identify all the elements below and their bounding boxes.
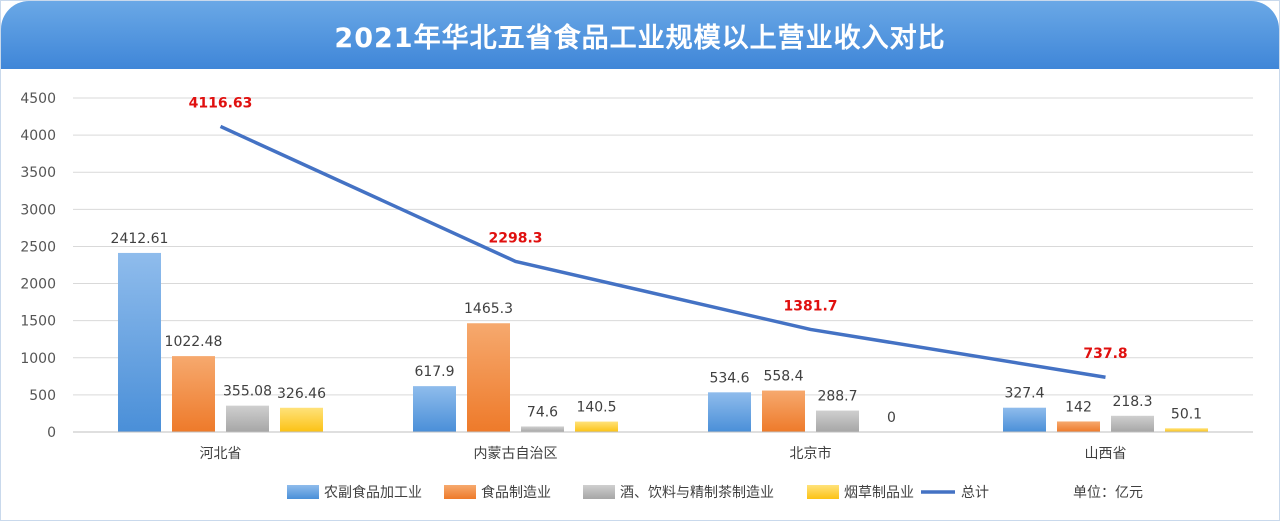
data-label: 617.9 bbox=[414, 364, 454, 380]
bar-4-1 bbox=[280, 407, 323, 432]
total-label: 1381.7 bbox=[783, 298, 837, 314]
bar-1-2 bbox=[413, 386, 456, 432]
y-tick-label: 500 bbox=[29, 388, 56, 404]
bar-4-4 bbox=[1165, 428, 1208, 432]
legend-swatch bbox=[807, 485, 839, 499]
y-tick-label: 1500 bbox=[20, 314, 56, 330]
data-label: 288.7 bbox=[817, 389, 857, 405]
y-axis: 0 500 1000 1500 2000 2500 3000 3500 4000 4500 bbox=[20, 91, 56, 441]
bar-2-1 bbox=[172, 356, 215, 432]
data-label: 140.5 bbox=[576, 400, 616, 416]
legend-label: 农副食品加工业 bbox=[324, 484, 422, 501]
y-tick-label: 4000 bbox=[20, 128, 56, 144]
data-label: 0 bbox=[887, 410, 896, 426]
data-label: 355.08 bbox=[223, 384, 272, 400]
title-bar: 2021年华北五省食品工业规模以上营业收入对比 bbox=[1, 1, 1279, 69]
data-label: 326.46 bbox=[277, 386, 326, 402]
legend: 农副食品加工业 食品制造业 酒、饮料与精制茶制造业 烟草制品业 总计 单位：亿元 bbox=[287, 484, 1143, 501]
grid-lines bbox=[73, 97, 1253, 433]
category-label: 内蒙古自治区 bbox=[474, 446, 558, 462]
legend-swatch bbox=[287, 485, 319, 499]
y-tick-label: 3500 bbox=[20, 165, 56, 181]
data-label: 1022.48 bbox=[165, 334, 223, 350]
y-tick-label: 4500 bbox=[20, 91, 56, 107]
total-line: 4116.63 2298.3 1381.7 737.8 bbox=[189, 95, 1128, 379]
y-tick-label: 2500 bbox=[20, 239, 56, 255]
data-label: 1465.3 bbox=[464, 301, 513, 317]
y-tick-label: 1000 bbox=[20, 351, 56, 367]
bar-2-2 bbox=[467, 323, 510, 432]
y-tick-label: 2000 bbox=[20, 277, 56, 293]
y-tick-label: 0 bbox=[47, 425, 56, 441]
legend-label: 酒、饮料与精制茶制造业 bbox=[620, 485, 774, 501]
legend-label: 食品制造业 bbox=[481, 484, 551, 501]
total-label: 2298.3 bbox=[488, 230, 542, 246]
legend-label: 总计 bbox=[961, 485, 989, 501]
category-label: 河北省 bbox=[200, 446, 242, 462]
bar-1-3 bbox=[708, 392, 751, 432]
bar-1-1 bbox=[118, 252, 161, 432]
chart-title: 2021年华北五省食品工业规模以上营业收入对比 bbox=[334, 22, 946, 54]
bar-2-3 bbox=[762, 390, 805, 432]
total-label: 737.8 bbox=[1083, 346, 1127, 362]
data-label: 50.1 bbox=[1171, 406, 1202, 422]
x-axis: 河北省 内蒙古自治区 北京市 山西省 bbox=[73, 431, 1253, 462]
category-label: 北京市 bbox=[790, 445, 832, 462]
data-label: 558.4 bbox=[763, 369, 803, 385]
bar-3-3 bbox=[816, 410, 859, 432]
total-line-path bbox=[219, 124, 1106, 379]
data-label: 218.3 bbox=[1112, 394, 1152, 410]
data-label: 142 bbox=[1065, 399, 1092, 415]
bar-1-4 bbox=[1003, 407, 1046, 432]
bar-3-2 bbox=[521, 426, 564, 432]
legend-swatch bbox=[583, 485, 615, 499]
data-label: 327.4 bbox=[1004, 386, 1044, 402]
unit-note: 单位：亿元 bbox=[1073, 485, 1143, 501]
legend-swatch bbox=[444, 485, 476, 499]
bar-4-2 bbox=[575, 421, 618, 432]
bar-3-4 bbox=[1111, 415, 1154, 432]
category-label: 山西省 bbox=[1085, 446, 1127, 462]
bars: 2412.61 617.9 534.6 327.4 1022.48 1465.3 558.4… bbox=[111, 231, 1208, 432]
legend-label: 烟草制品业 bbox=[844, 485, 914, 501]
y-tick-label: 3000 bbox=[20, 202, 56, 218]
data-label: 534.6 bbox=[709, 370, 749, 386]
bar-2-4 bbox=[1057, 421, 1100, 432]
bar-3-1 bbox=[226, 405, 269, 432]
data-label: 74.6 bbox=[527, 404, 558, 420]
data-label: 2412.61 bbox=[111, 231, 169, 247]
total-label: 4116.63 bbox=[189, 95, 253, 111]
